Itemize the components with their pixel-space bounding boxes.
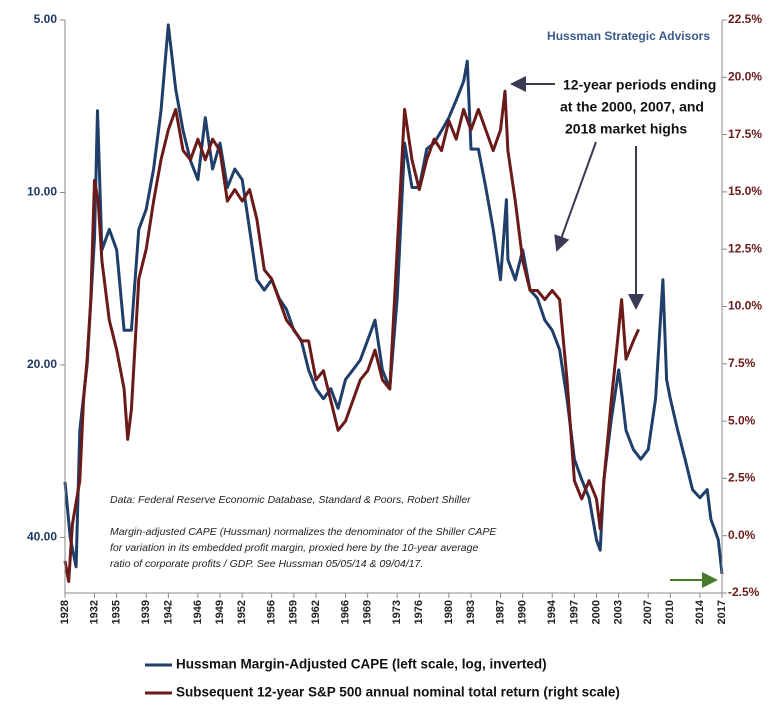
y2-tick-label: 15.0% — [728, 184, 762, 198]
y2-tick-label: 12.5% — [728, 241, 762, 255]
x-tick-label: 1949 — [214, 600, 226, 624]
x-tick-label: 1980 — [443, 600, 455, 624]
note: ratio of corporate profits / GDP. See Hu… — [110, 558, 423, 570]
y2-tick-label: 10.0% — [728, 299, 762, 313]
legend-label: Subsequent 12-year S&P 500 annual nomina… — [176, 685, 620, 700]
series-line — [63, 23, 724, 575]
x-tick-label: 1962 — [310, 600, 322, 624]
x-tick-label: 1987 — [494, 600, 506, 624]
x-tick-label: 1952 — [236, 600, 248, 624]
x-tick-label: 2003 — [613, 600, 625, 624]
y-tick-label: 40.00 — [27, 530, 57, 544]
x-tick-label: 1969 — [362, 600, 374, 624]
y-tick-label: 10.00 — [27, 185, 57, 199]
x-tick-label: 1939 — [140, 600, 152, 624]
y2-tick-label: 2.5% — [728, 471, 756, 485]
x-tick-label: 1973 — [391, 600, 403, 624]
x-tick-label: 2014 — [694, 599, 706, 624]
note: Data: Federal Reserve Economic Database,… — [110, 494, 471, 506]
x-tick-label: 1959 — [288, 600, 300, 624]
y2-tick-label: 7.5% — [728, 356, 756, 370]
x-tick-label: 1990 — [517, 600, 529, 624]
y2-tick-label: 20.0% — [728, 69, 762, 83]
y-tick-label: 5.00 — [34, 12, 58, 26]
x-tick-label: 2010 — [664, 600, 676, 624]
x-tick-label: 2007 — [642, 600, 654, 624]
note: Margin-adjusted CAPE (Hussman) normalize… — [110, 526, 497, 538]
x-tick-label: 1942 — [162, 600, 174, 624]
x-tick-label: 2017 — [716, 600, 728, 624]
x-tick-label: 1966 — [339, 600, 351, 624]
y2-tick-label: -2.5% — [728, 585, 760, 599]
series-line — [63, 89, 640, 583]
x-tick-label: 1976 — [413, 600, 425, 624]
y2-tick-label: 22.5% — [728, 12, 762, 26]
y2-tick-label: 17.5% — [728, 127, 762, 141]
arrow — [554, 141, 597, 252]
legend-label: Hussman Margin-Adjusted CAPE (left scale… — [176, 657, 547, 672]
x-tick-label: 1956 — [266, 600, 278, 624]
y-tick-label: 20.00 — [27, 357, 57, 371]
y2-tick-label: 5.0% — [728, 413, 756, 427]
x-tick-label: 1935 — [111, 600, 123, 624]
x-tick-label: 1994 — [546, 599, 558, 624]
x-tick-label: 1983 — [465, 600, 477, 624]
legend: Hussman Margin-Adjusted CAPE (left scale… — [145, 657, 620, 700]
x-tick-label: 1946 — [192, 600, 204, 624]
plot-area — [63, 23, 724, 583]
x-tick-label: 2000 — [590, 600, 602, 624]
x-tick-label: 1932 — [88, 600, 100, 624]
y2-tick-label: 0.0% — [728, 528, 756, 542]
note: for variation in its embedded profit mar… — [110, 542, 478, 554]
source-label: Hussman Strategic Advisors — [547, 29, 710, 43]
x-tick-label: 1997 — [568, 600, 580, 624]
x-tick-label: 1928 — [59, 600, 71, 624]
annotation: at the 2000, 2007, and — [560, 99, 704, 115]
annotation: 2018 market highs — [565, 121, 687, 137]
annotation: 12-year periods ending — [563, 77, 716, 93]
